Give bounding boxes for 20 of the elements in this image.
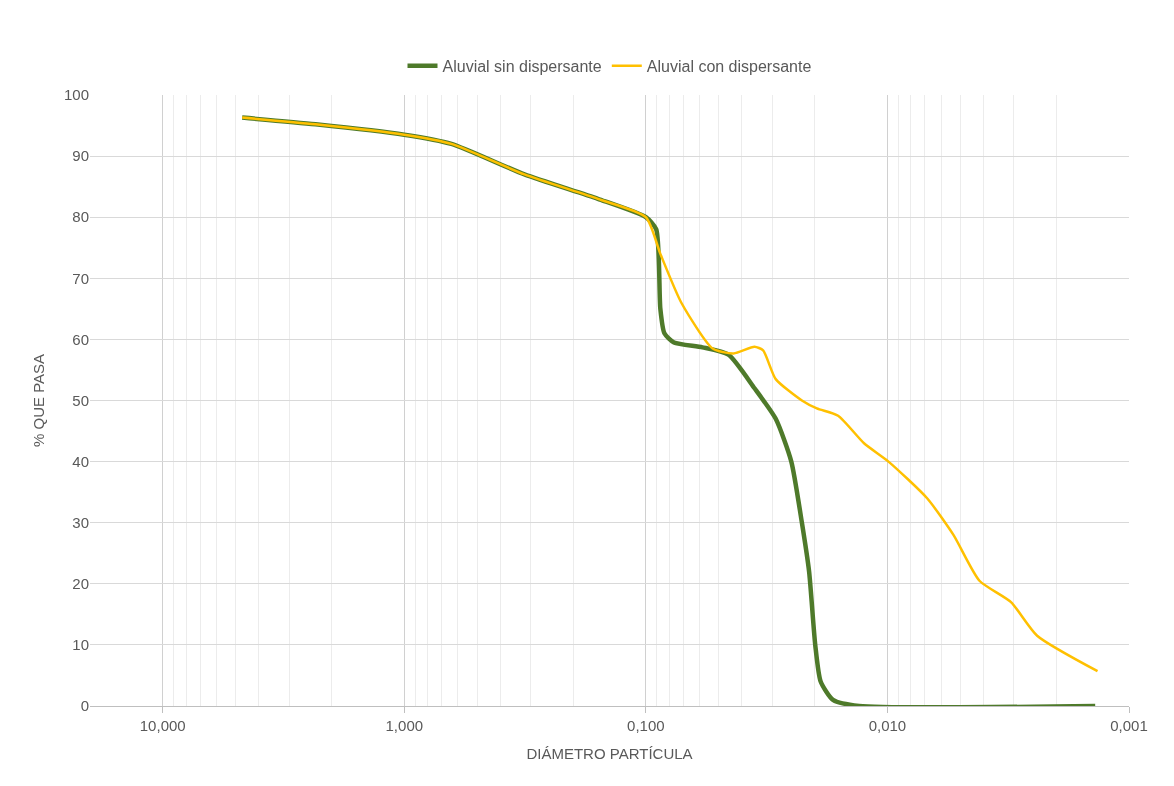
y-tick-label: 80 [72,208,89,226]
y-tick-label: 70 [72,269,89,287]
y-tick-label: 20 [72,575,89,593]
x-tick-label: 0,010 [868,717,907,734]
y-tick-label: 60 [72,330,89,348]
x-axis-title: DIÁMETRO PARTÍCULA [526,745,693,762]
y-tick-label: 0 [80,697,89,715]
legend-label: Aluvial sin dispersante [442,57,602,75]
x-tick-label: 10,000 [139,717,186,734]
y-tick-label: 90 [72,147,89,165]
y-axis-title: % QUE PASA [30,353,48,448]
legend-label: Aluvial con dispersante [646,57,812,75]
y-tick-label: 100 [63,86,89,104]
x-tick-label: 0,100 [627,717,665,734]
x-tick-label: 1,000 [385,717,424,734]
y-tick-label: 40 [72,452,89,470]
x-tick-label: 0,001 [1110,717,1148,734]
y-tick-label: 30 [72,513,89,531]
y-tick-label: 50 [72,391,89,409]
y-tick-label: 10 [72,636,89,654]
